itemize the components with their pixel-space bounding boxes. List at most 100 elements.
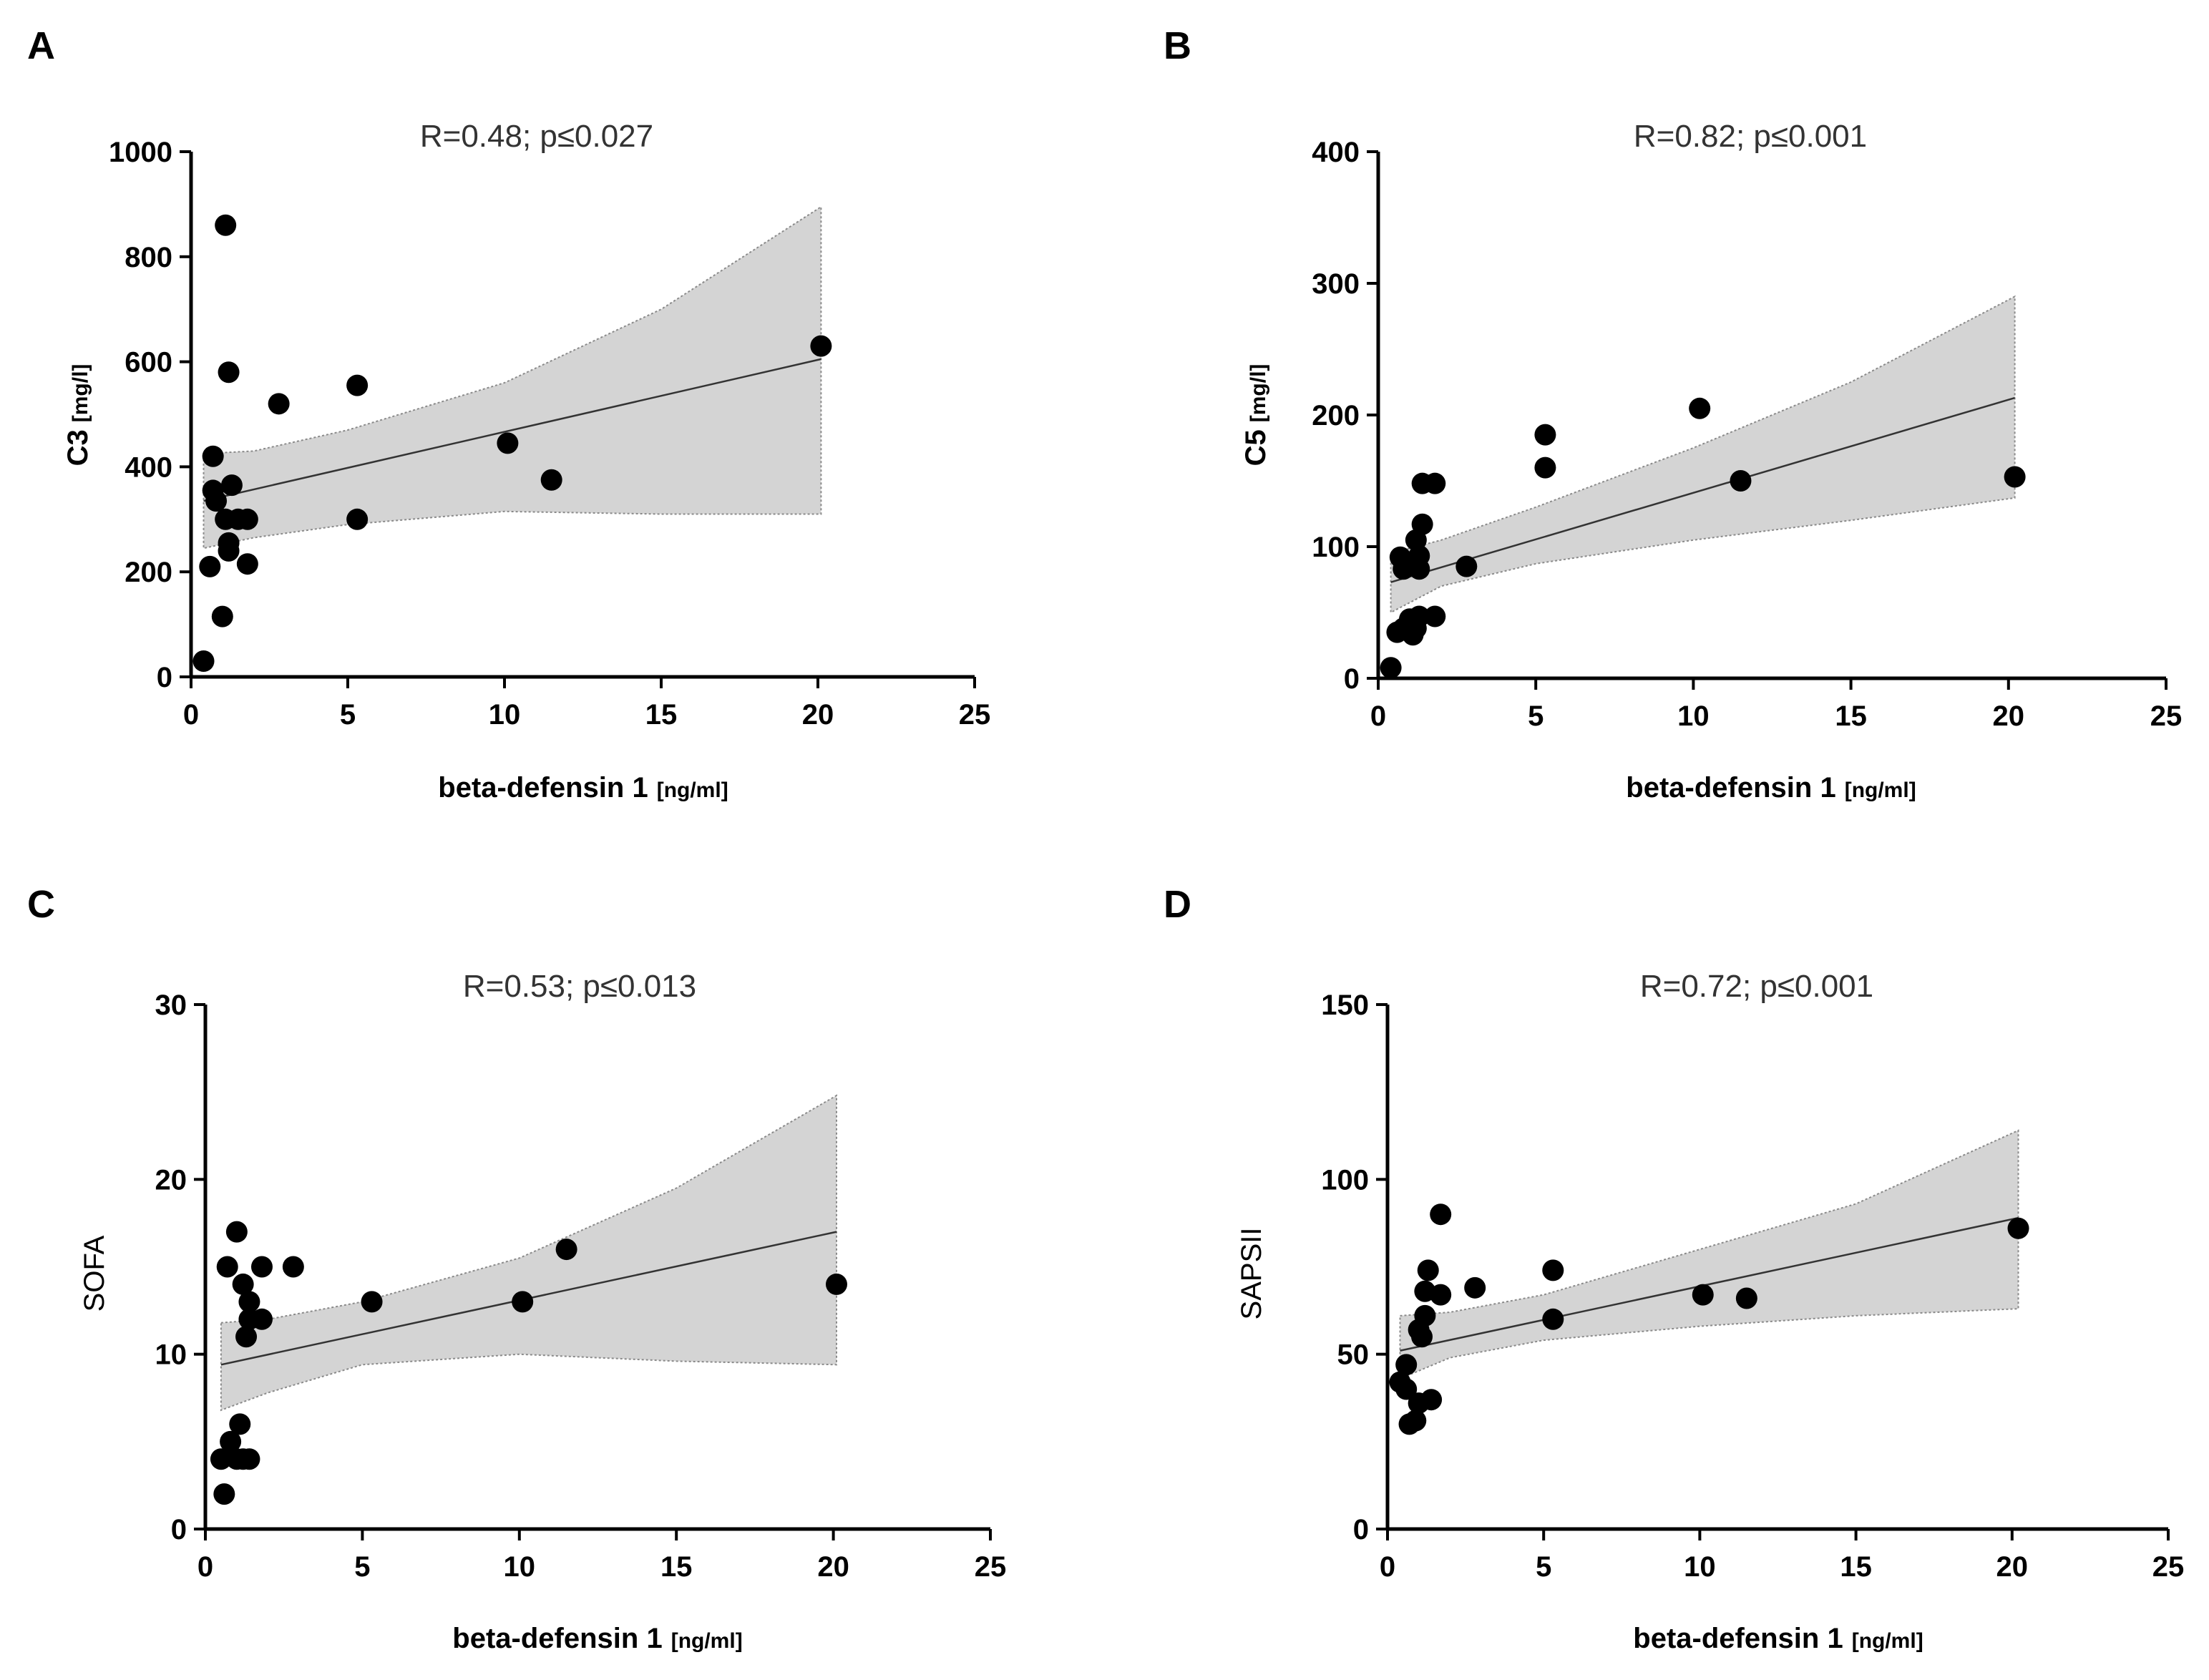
data-point: [232, 1273, 254, 1295]
y-tick-label: 600: [125, 347, 172, 379]
x-tick-label: 25: [2152, 1551, 2185, 1583]
x-tick-label: 25: [959, 699, 991, 731]
data-point: [1689, 397, 1711, 419]
regression-line: [203, 358, 821, 502]
panel-c: C R=0.53; p≤0.013 0 10 20 30 0 5 10 15 20 25 SOFA…: [27, 883, 1006, 1654]
x-tick-label: 10: [504, 1551, 536, 1583]
chart-title: R=0.53; p≤0.013: [463, 969, 696, 1004]
x-tick-label: 25: [975, 1551, 1007, 1583]
y-tick-label: 150: [1321, 990, 1369, 1021]
data-point: [199, 555, 221, 577]
data-point: [555, 1239, 577, 1261]
x-tick-label: 0: [183, 699, 199, 731]
x-axis-label: beta-defensin 1 [ng/ml]: [1633, 1623, 1923, 1654]
confidence-band: [1390, 295, 2016, 614]
data-point: [1692, 1284, 1714, 1306]
x-tick-label: 5: [354, 1551, 370, 1583]
y-tick-label: 0: [171, 1514, 187, 1545]
y-tick-label: 0: [1344, 663, 1360, 695]
data-point: [810, 335, 832, 357]
data-point: [540, 469, 562, 491]
y-axis-label: C3 [mg/l]: [62, 364, 94, 467]
data-point: [1430, 1284, 1452, 1306]
data-point: [218, 361, 240, 384]
x-label-unit: [ng/ml]: [1845, 778, 1916, 802]
x-axis-label: beta-defensin 1 [ng/ml]: [1626, 772, 1916, 804]
panel-label: A: [27, 24, 55, 67]
confidence-band: [220, 1094, 837, 1412]
data-point: [250, 1308, 273, 1330]
data-point: [1424, 605, 1446, 627]
data-point: [1414, 1304, 1436, 1327]
x-label-main: beta-defensin 1: [438, 772, 648, 804]
plot-area-a: 0 200 400 600 800 1000 0 5 10 15 20 25: [109, 137, 990, 731]
y-tick-label: 0: [1353, 1514, 1369, 1545]
data-point: [238, 1448, 260, 1470]
data-point: [218, 539, 240, 562]
y-tick-label: 50: [1337, 1339, 1370, 1371]
data-point: [202, 445, 224, 467]
y-tick-label: 300: [1312, 268, 1360, 300]
panel-d: D R=0.72; p≤0.001 0 50 100 150 0 5 10 15 20 25 SA…: [1164, 883, 2184, 1654]
y-tick-label: 100: [1312, 532, 1360, 563]
data-point: [250, 1256, 273, 1278]
y-axis-label: C5 [mg/l]: [1240, 364, 1272, 467]
data-point: [2004, 466, 2026, 488]
y-label-main: C5: [1240, 429, 1272, 466]
data-point: [1534, 456, 1556, 479]
svg-text:C5[mg/l]: C5 [mg/l]: [1240, 364, 1272, 467]
x-label-main: beta-defensin 1: [1626, 772, 1835, 804]
y-tick-label: 30: [155, 990, 187, 1021]
data-point: [1408, 605, 1430, 627]
chart-title: R=0.72; p≤0.001: [1640, 969, 1873, 1004]
data-point: [236, 553, 258, 575]
data-point: [1735, 1287, 1757, 1309]
data-point: [1395, 1378, 1418, 1400]
data-point: [213, 1483, 235, 1505]
x-tick-label: 0: [1380, 1551, 1395, 1583]
y-tick-label: 400: [1312, 137, 1360, 168]
data-point: [1730, 470, 1752, 492]
data-point: [1395, 1354, 1418, 1376]
y-axis-label: SOFA: [79, 1235, 110, 1312]
data-point: [1417, 1259, 1439, 1281]
data-point: [1405, 1410, 1427, 1432]
regression-line: [1400, 1216, 2019, 1352]
svg-text:C3[mg/l]: C3 [mg/l]: [62, 364, 94, 467]
x-label-main: beta-defensin 1: [1633, 1623, 1843, 1654]
chart-title: R=0.82; p≤0.001: [1634, 119, 1867, 154]
data-point: [1455, 555, 1478, 577]
plot-area-b: 0 100 200 300 400 0 5 10 15 20 25: [1312, 137, 2182, 732]
x-label-unit: [ng/ml]: [671, 1629, 743, 1653]
data-point: [1542, 1308, 1564, 1330]
y-tick-label: 100: [1321, 1164, 1369, 1196]
chart-title: R=0.48; p≤0.027: [420, 119, 653, 154]
data-point: [346, 508, 369, 530]
confidence-band: [203, 205, 822, 550]
x-tick-label: 10: [1677, 700, 1710, 732]
x-axis-label: beta-defensin 1 [ng/ml]: [452, 1623, 742, 1654]
y-label-unit: [mg/l]: [1247, 364, 1270, 423]
x-tick-label: 25: [2150, 700, 2183, 732]
y-axis-label: SAPSII: [1236, 1228, 1267, 1320]
data-point: [1411, 513, 1433, 535]
data-point: [220, 1430, 242, 1452]
data-point: [346, 374, 369, 396]
data-point: [1430, 1203, 1452, 1226]
panel-a: A R=0.48; p≤0.027 0 200 400 600 800 1000 0 5 10 1…: [27, 24, 990, 804]
x-label-unit: [ng/ml]: [657, 778, 728, 802]
y-tick-label: 1000: [109, 137, 172, 168]
y-tick-label: 400: [125, 451, 172, 483]
y-label-unit: [mg/l]: [69, 364, 92, 423]
y-tick-label: 200: [125, 557, 172, 588]
panel-label: D: [1164, 883, 1191, 926]
data-point: [1534, 424, 1556, 446]
panel-label: C: [27, 883, 55, 926]
data-point: [1424, 472, 1446, 494]
data-point: [205, 490, 228, 512]
data-point: [235, 1326, 258, 1348]
data-point: [1380, 657, 1402, 679]
x-tick-label: 20: [1996, 1551, 2029, 1583]
data-point: [215, 214, 237, 236]
